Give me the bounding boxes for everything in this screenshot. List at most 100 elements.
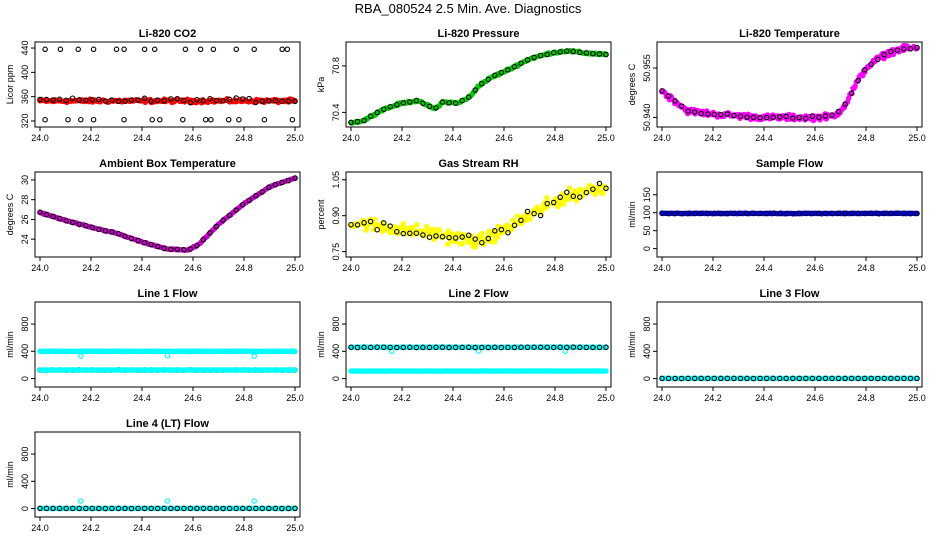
y-tick-label: 1.05	[331, 171, 341, 189]
data-point	[564, 48, 570, 54]
data-point	[394, 101, 400, 108]
data-point	[763, 210, 770, 217]
data-point	[564, 189, 570, 196]
plot-frame	[34, 431, 301, 518]
data-point	[855, 210, 861, 217]
data-point	[888, 48, 894, 55]
data-point	[678, 375, 685, 382]
x-tick-label: 24.2	[704, 263, 722, 273]
data-point	[590, 50, 596, 57]
x-tick-label: 24.6	[184, 263, 202, 273]
data-point	[531, 344, 537, 350]
x-tick-label: 24.8	[857, 133, 875, 143]
data-point	[770, 114, 776, 121]
x-tick-label: 24.0	[31, 263, 49, 273]
data-point	[285, 177, 292, 184]
data-point	[495, 234, 501, 240]
data-point	[367, 218, 374, 225]
data-point	[410, 224, 416, 231]
data-point	[763, 114, 770, 121]
data-point	[279, 46, 285, 53]
data-point	[603, 344, 609, 351]
data-points	[37, 46, 298, 123]
data-point	[407, 99, 413, 105]
data-point	[225, 116, 232, 123]
data-point	[266, 505, 272, 512]
data-point	[881, 210, 888, 217]
data-point	[75, 46, 81, 53]
x-tick-label: 24.4	[133, 133, 151, 143]
data-point	[783, 375, 789, 382]
data-point	[685, 210, 691, 217]
data-point	[835, 375, 842, 382]
data-point	[763, 375, 770, 382]
data-point	[472, 87, 478, 93]
y-tick-label: 70.8	[331, 57, 341, 75]
data-point	[783, 113, 789, 120]
data-point	[527, 216, 533, 222]
data-point	[505, 67, 511, 73]
chart-panel-9: Line 3 Flow 24.0 24.2 24.4 24.6 24.8 25.0 0 400 8…	[627, 288, 926, 403]
data-point	[115, 98, 122, 104]
x-tick-label: 24.8	[235, 523, 253, 533]
data-point	[220, 98, 226, 104]
data-point	[446, 344, 452, 351]
plot-frame	[656, 301, 923, 388]
data-point	[90, 46, 97, 53]
data-point	[266, 184, 272, 191]
chart-panel-8: Line 2 Flow 24.0 24.2 24.4 24.6 24.8 25.0 0 400 8…	[316, 288, 615, 403]
data-point	[182, 46, 189, 53]
x-tick-label: 24.2	[393, 263, 411, 273]
data-point	[439, 344, 446, 351]
data-point	[261, 116, 268, 123]
data-point	[550, 199, 557, 206]
data-point	[279, 505, 285, 512]
data-point	[718, 210, 724, 217]
data-point	[42, 46, 48, 53]
data-point	[161, 245, 167, 252]
x-tick-label: 24.0	[31, 393, 49, 403]
series-outliers-high	[42, 46, 291, 53]
plot-frame	[656, 41, 923, 128]
data-point	[50, 97, 56, 103]
data-point	[583, 189, 590, 196]
chart-panel-5: Gas Stream RH 24.0 24.2 24.4 24.6 24.8 25.0 0.7…	[316, 158, 615, 273]
data-point	[511, 222, 518, 229]
data-point	[210, 46, 217, 53]
data-point	[861, 210, 868, 217]
data-point	[180, 116, 186, 123]
data-point	[374, 226, 380, 233]
data-point	[154, 97, 161, 103]
data-point	[570, 344, 577, 350]
data-point	[78, 353, 84, 359]
data-point	[822, 113, 829, 119]
data-point	[596, 344, 603, 351]
data-point	[776, 210, 783, 217]
data-point	[109, 229, 115, 235]
series-1-min	[37, 348, 298, 355]
data-point	[691, 210, 698, 217]
data-point	[128, 505, 135, 512]
data-point	[168, 505, 174, 512]
y-tick-label: 0	[20, 376, 30, 381]
data-point	[678, 210, 685, 217]
data-point	[89, 224, 96, 231]
data-point	[78, 498, 84, 504]
x-tick-label: 24.2	[393, 393, 411, 403]
data-point	[213, 223, 220, 230]
data-point	[380, 106, 387, 112]
data-point	[861, 375, 868, 382]
data-point	[560, 201, 567, 207]
data-point	[498, 226, 505, 233]
plot-frame	[345, 41, 612, 128]
plot-frame	[34, 171, 301, 258]
data-point	[816, 114, 822, 121]
series-1-min-spikes	[78, 498, 257, 504]
chart-panel-10: Line 4 (LT) Flow 24.0 24.2 24.4 24.6 24.8 25.0…	[5, 418, 304, 533]
data-point	[400, 344, 407, 351]
data-point	[168, 96, 174, 102]
data-point	[83, 97, 89, 103]
data-point	[724, 375, 731, 382]
data-point	[672, 98, 678, 104]
data-points	[348, 47, 609, 126]
